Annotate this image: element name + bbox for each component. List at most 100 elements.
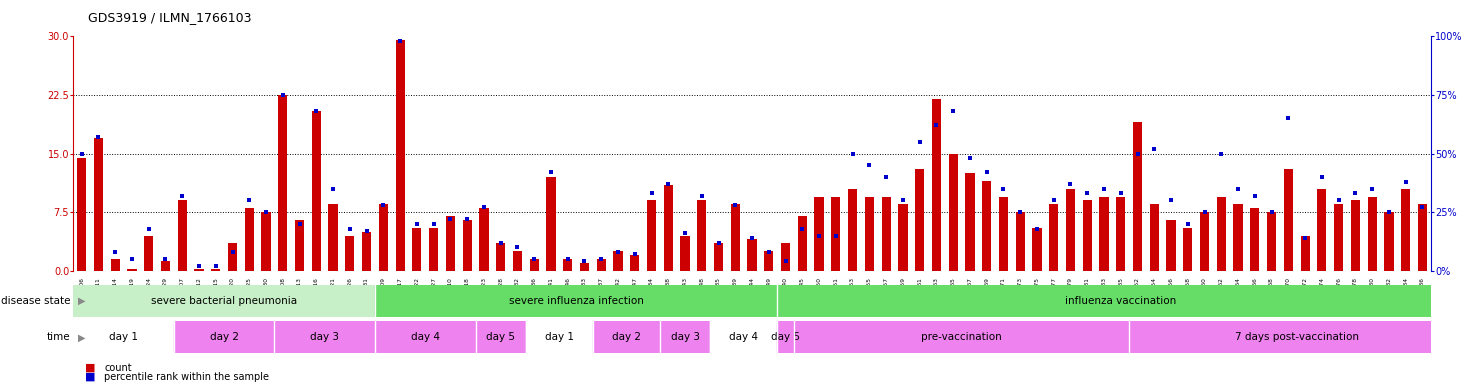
Bar xyxy=(362,232,371,271)
Bar xyxy=(1129,321,1465,353)
Bar xyxy=(245,208,254,271)
Point xyxy=(623,251,647,257)
Text: day 2: day 2 xyxy=(611,332,641,343)
Bar xyxy=(463,220,472,271)
Text: day 3: day 3 xyxy=(670,332,699,343)
Point xyxy=(891,197,915,204)
Bar xyxy=(1250,208,1259,271)
Bar xyxy=(949,154,957,271)
Bar xyxy=(430,228,438,271)
Bar xyxy=(128,269,136,271)
Point xyxy=(1243,193,1267,199)
Point xyxy=(1160,197,1183,204)
Bar xyxy=(345,236,355,271)
Point xyxy=(254,209,277,215)
Bar xyxy=(295,220,303,271)
Text: ■: ■ xyxy=(85,363,95,373)
Bar xyxy=(547,177,556,271)
Point xyxy=(959,155,982,161)
Text: ▶: ▶ xyxy=(78,332,85,343)
Point xyxy=(188,263,211,269)
Bar xyxy=(915,169,924,271)
Point xyxy=(490,240,513,246)
Bar xyxy=(446,216,454,271)
Bar xyxy=(227,243,237,271)
Point xyxy=(1311,174,1334,180)
Bar xyxy=(764,251,774,271)
Bar xyxy=(777,285,1465,317)
Point xyxy=(1142,146,1165,152)
Point xyxy=(70,151,94,157)
Bar xyxy=(831,197,840,271)
Bar xyxy=(1384,212,1394,271)
Bar xyxy=(1401,189,1410,271)
Point xyxy=(1410,204,1434,210)
Point xyxy=(1009,209,1032,215)
Point xyxy=(607,249,630,255)
Bar xyxy=(1149,204,1160,271)
Bar xyxy=(795,321,1129,353)
Bar xyxy=(144,236,154,271)
Text: 7 days post-vaccination: 7 days post-vaccination xyxy=(1234,332,1359,343)
Point xyxy=(1092,186,1116,192)
Point xyxy=(1176,221,1199,227)
Bar xyxy=(1233,204,1243,271)
Point xyxy=(104,249,128,255)
Bar xyxy=(798,216,806,271)
Point xyxy=(690,193,714,199)
Bar xyxy=(597,259,605,271)
Bar xyxy=(73,321,174,353)
Point xyxy=(858,162,881,169)
Text: day 1: day 1 xyxy=(108,332,138,343)
Point xyxy=(355,228,378,234)
Point xyxy=(824,233,847,239)
Point xyxy=(907,139,931,145)
Point xyxy=(339,225,362,232)
Text: severe influenza infection: severe influenza infection xyxy=(509,296,644,306)
Point xyxy=(154,256,177,262)
Text: influenza vaccination: influenza vaccination xyxy=(1066,296,1176,306)
Text: day 4: day 4 xyxy=(410,332,440,343)
Point xyxy=(506,244,529,250)
Point xyxy=(170,193,194,199)
Bar xyxy=(195,269,204,271)
Bar xyxy=(526,321,592,353)
Text: GDS3919 / ILMN_1766103: GDS3919 / ILMN_1766103 xyxy=(88,12,252,25)
Bar xyxy=(1167,220,1176,271)
Point xyxy=(941,108,965,114)
Point xyxy=(1042,197,1066,204)
Point xyxy=(740,235,764,241)
Bar xyxy=(529,259,539,271)
Text: day 4: day 4 xyxy=(729,332,758,343)
Bar xyxy=(261,212,271,271)
Point xyxy=(589,256,613,262)
Bar xyxy=(899,204,907,271)
Bar xyxy=(73,285,375,317)
Point xyxy=(1126,151,1149,157)
Bar xyxy=(375,285,777,317)
Bar xyxy=(94,138,103,271)
Bar xyxy=(998,197,1009,271)
Text: ▶: ▶ xyxy=(78,296,85,306)
Bar xyxy=(698,200,707,271)
Bar xyxy=(177,200,186,271)
Text: count: count xyxy=(104,363,132,373)
Bar xyxy=(847,189,858,271)
Text: day 1: day 1 xyxy=(545,332,573,343)
Point xyxy=(841,151,865,157)
Bar xyxy=(1082,200,1092,271)
Bar xyxy=(1267,212,1277,271)
Bar xyxy=(781,243,790,271)
Bar xyxy=(161,262,170,271)
Text: percentile rank within the sample: percentile rank within the sample xyxy=(104,372,270,382)
Point xyxy=(556,256,579,262)
Point xyxy=(573,258,597,265)
Bar xyxy=(965,173,975,271)
Point xyxy=(539,169,563,175)
Bar xyxy=(1350,200,1360,271)
Point xyxy=(321,186,345,192)
Point xyxy=(221,249,245,255)
Bar xyxy=(475,321,526,353)
Bar xyxy=(279,95,287,271)
Point xyxy=(1293,235,1316,241)
